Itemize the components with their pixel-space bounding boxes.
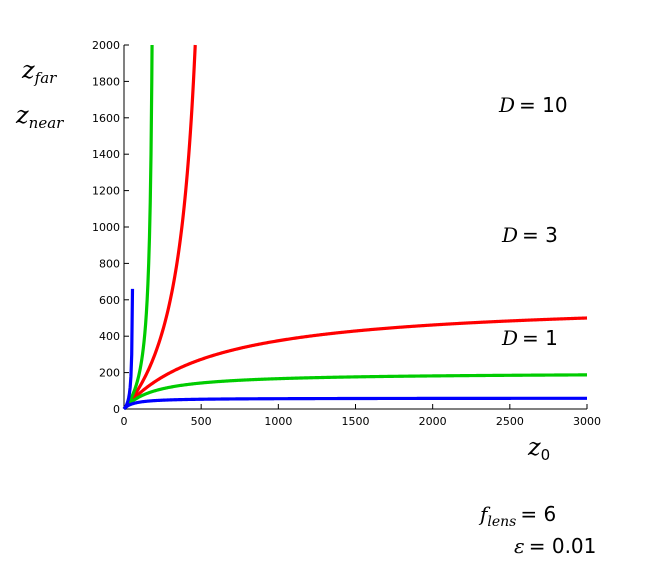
y-label-far: zfar <box>21 56 57 87</box>
x-tick-label: 2000 <box>419 415 447 428</box>
y-tick-label: 1600 <box>92 112 120 125</box>
annotation-d3-lhs: D <box>501 223 518 247</box>
x-tick-label: 2500 <box>496 415 524 428</box>
y-tick-label: 400 <box>99 330 120 343</box>
x-label-sub: 0 <box>541 446 551 464</box>
y-label-near-main: z <box>15 101 29 129</box>
annotation-d10-lhs: D <box>498 93 515 117</box>
annotation-d1-lhs: D <box>501 326 518 350</box>
x-tick-label: 1500 <box>342 415 370 428</box>
y-tick-label: 2000 <box>92 39 120 52</box>
param-flens-rhs: = 6 <box>520 502 556 526</box>
y-label-far-main: z <box>21 56 35 84</box>
x-ticks: 0 500 1000 1500 2000 2500 3000 <box>121 404 601 428</box>
x-label-main: z <box>527 433 541 461</box>
annotation-d3: D = 3 <box>501 223 558 247</box>
x-tick-label: 3000 <box>573 415 601 428</box>
param-flens: flens = 6 <box>478 502 556 530</box>
annotation-d1-rhs: = 1 <box>522 326 558 350</box>
y-tick-label: 1200 <box>92 185 120 198</box>
x-label: z0 <box>527 433 550 464</box>
y-tick-label: 1000 <box>92 221 120 234</box>
annotation-d10-rhs: = 10 <box>519 93 568 117</box>
series-line-d3-near <box>122 373 588 411</box>
y-tick-label: 1400 <box>92 148 120 161</box>
x-tick-label: 1000 <box>264 415 292 428</box>
annotation-d3-rhs: = 3 <box>522 223 558 247</box>
x-tick-label: 0 <box>121 415 128 428</box>
y-tick-label: 800 <box>99 257 120 270</box>
param-eps-main: ε <box>514 534 525 558</box>
series-line-d1-far <box>122 44 197 411</box>
y-ticks: 0 200 400 600 800 1000 1200 1400 1600 1800 2000 <box>92 39 129 416</box>
param-eps-rhs: = 0.01 <box>529 534 597 558</box>
y-label-near-sub: near <box>29 114 64 132</box>
annotation-d10: D = 10 <box>498 93 568 117</box>
curves <box>122 44 588 411</box>
y-label-near: znear <box>15 101 64 132</box>
y-tick-label: 600 <box>99 294 120 307</box>
y-tick-label: 200 <box>99 367 120 380</box>
series-line-d10-near <box>122 396 588 411</box>
y-tick-label: 0 <box>113 403 120 416</box>
y-tick-label: 1800 <box>92 75 120 88</box>
x-tick-label: 500 <box>191 415 212 428</box>
y-label-far-sub: far <box>34 69 57 87</box>
series-line-d1-near <box>122 316 588 411</box>
series-line-d10-far <box>122 288 135 410</box>
annotation-d1: D = 1 <box>501 326 558 350</box>
param-flens-sub: lens <box>487 514 516 530</box>
param-eps: ε = 0.01 <box>514 534 596 558</box>
